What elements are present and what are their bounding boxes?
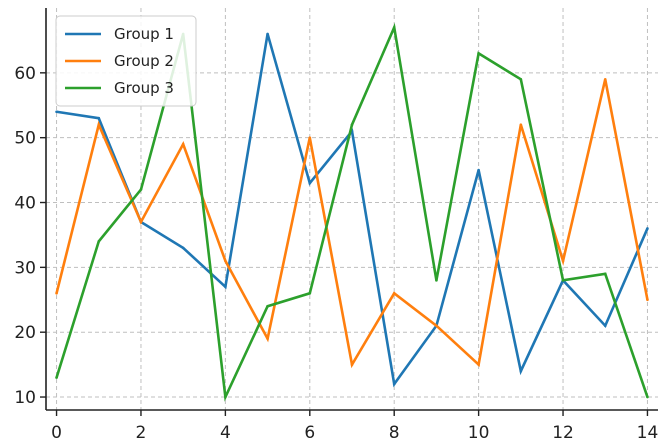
data-point-1 [519, 369, 523, 373]
axes: 0 2 4 6 8 10 12 14 10 20 30 40 50 60 [14, 8, 658, 443]
data-point-1 [308, 181, 312, 185]
data-point-3 [350, 123, 354, 127]
y-tick-label: 20 [14, 323, 36, 343]
x-tick-label: 4 [220, 423, 231, 443]
data-point-2 [308, 136, 312, 139]
data-point-2 [97, 123, 101, 127]
data-point-3 [97, 240, 101, 243]
y-tick-label: 10 [14, 388, 36, 408]
data-point-2 [350, 363, 354, 366]
data-point-2 [224, 259, 227, 263]
x-tick-label: 0 [51, 423, 62, 443]
data-point-1 [266, 32, 269, 36]
data-point-2 [561, 259, 565, 263]
data-point-3 [561, 279, 565, 282]
data-point-1 [646, 227, 649, 230]
data-point-2 [392, 291, 396, 295]
data-point-1 [392, 382, 396, 386]
y-tick-label: 60 [14, 64, 36, 84]
data-point-2 [646, 298, 649, 302]
data-point-1 [603, 324, 607, 328]
data-point-2 [181, 142, 185, 146]
data-point-3 [266, 304, 269, 308]
x-tick-label: 8 [389, 423, 400, 443]
data-point-1 [55, 110, 58, 114]
data-point-2 [435, 324, 438, 328]
data-point-3 [603, 272, 607, 276]
x-tick-label: 2 [136, 423, 147, 443]
x-tick-label: 10 [468, 423, 490, 443]
y-tick-label: 50 [14, 129, 36, 149]
legend: Group 1 Group 2 Group 3 [55, 15, 197, 107]
data-point-3 [224, 395, 227, 399]
legend-box [55, 15, 197, 107]
legend-label: Group 1 [114, 25, 174, 43]
y-tick-label: 40 [14, 194, 36, 214]
data-point-2 [519, 123, 523, 127]
x-tick-label: 12 [552, 423, 574, 443]
data-point-1 [97, 116, 101, 120]
data-point-3 [308, 291, 312, 295]
series-lines [55, 22, 649, 402]
legend-label: Group 2 [114, 52, 174, 70]
data-point-3 [139, 188, 143, 191]
data-point-3 [435, 279, 438, 282]
data-point-1 [181, 246, 185, 250]
data-point-2 [139, 220, 143, 224]
data-point-3 [55, 376, 58, 379]
x-tick-label: 6 [304, 423, 315, 443]
data-point-3 [519, 78, 523, 81]
x-tick-label: 14 [637, 423, 659, 443]
data-point-2 [477, 363, 480, 366]
data-point-3 [477, 52, 480, 55]
data-point-3 [646, 395, 649, 399]
data-point-2 [266, 337, 269, 340]
data-point-2 [55, 291, 58, 295]
legend-label: Group 3 [114, 79, 174, 97]
data-point-1 [224, 285, 227, 289]
data-point-2 [603, 78, 607, 81]
y-tick-label: 30 [14, 258, 36, 278]
data-point-1 [477, 168, 480, 172]
data-point-3 [392, 26, 396, 29]
